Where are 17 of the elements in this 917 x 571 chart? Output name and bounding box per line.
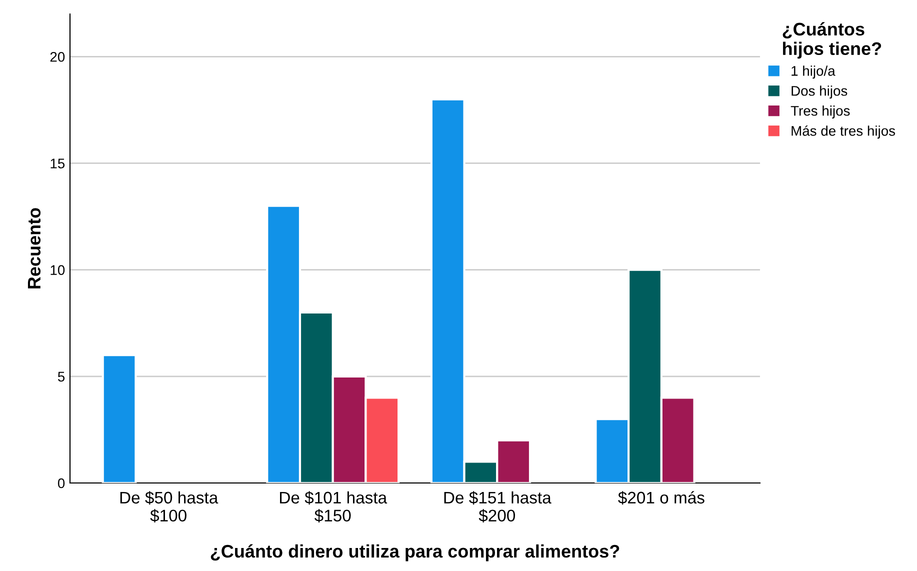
y-tick-label: 0 (58, 478, 65, 488)
legend-title: ¿Cuántos hijos tiene? (782, 22, 882, 59)
y-tick-label: 5 (58, 372, 65, 382)
y-tick-label: 20 (50, 52, 65, 62)
legend-label: Tres hijos (790, 106, 850, 119)
y-axis-title: Recuento (28, 208, 41, 288)
legend-label: Más de tres hijos (792, 125, 896, 139)
x-tick-label: $201 o más (618, 491, 704, 505)
legend-label: Dos hijos (792, 86, 848, 99)
x-tick-label: De $101 hasta $150 (280, 491, 388, 523)
legend-label: 1 hijo/a (792, 66, 836, 79)
x-tick-label: De $151 hasta $200 (444, 491, 552, 523)
y-tick-label: 10 (50, 265, 65, 275)
y-tick-label: 15 (50, 158, 65, 168)
bar (102, 354, 137, 483)
x-axis-title: ¿Cuánto dinero utiliza para comprar alimentos? (210, 544, 620, 562)
x-tick-label: De $50 hasta $100 (120, 491, 218, 523)
